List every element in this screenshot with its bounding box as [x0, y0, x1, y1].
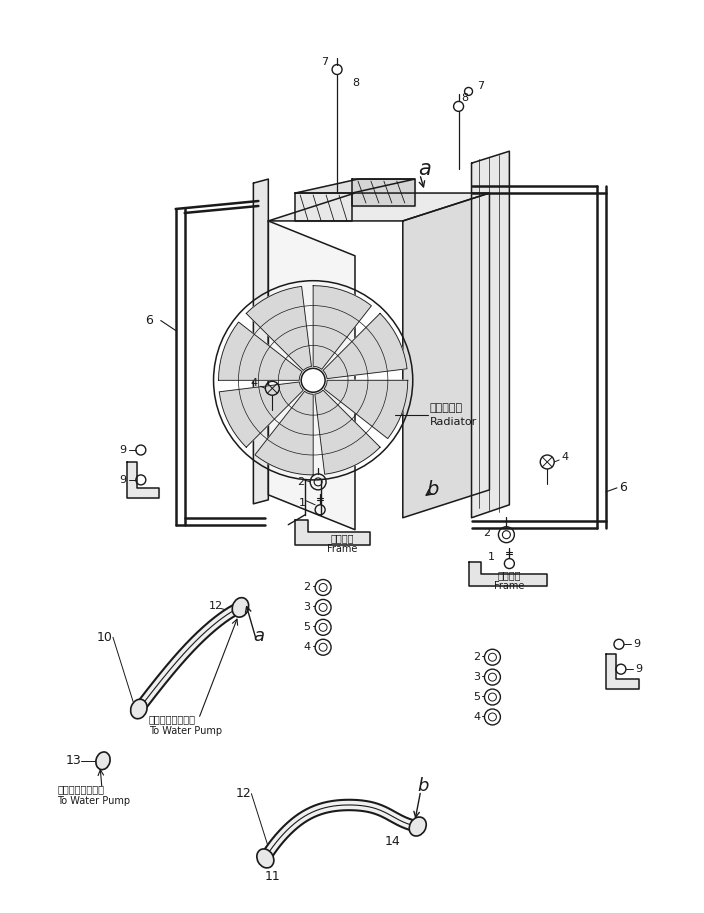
Text: 13: 13 [65, 754, 81, 767]
Text: 2: 2 [473, 652, 480, 662]
Ellipse shape [257, 849, 274, 868]
Polygon shape [313, 286, 372, 370]
Polygon shape [295, 519, 370, 545]
Text: 10: 10 [97, 631, 113, 644]
Text: ウォータポンプへ: ウォータポンプへ [149, 714, 196, 724]
Polygon shape [324, 381, 408, 438]
Polygon shape [315, 390, 380, 474]
Text: To Water Pump: To Water Pump [149, 726, 222, 736]
Text: 3: 3 [303, 603, 310, 613]
Polygon shape [127, 462, 159, 498]
Polygon shape [219, 382, 303, 447]
Text: 7: 7 [322, 57, 329, 67]
Text: 1: 1 [298, 498, 306, 508]
Text: a: a [418, 159, 431, 179]
Polygon shape [472, 152, 510, 518]
Text: 8: 8 [462, 93, 469, 103]
Polygon shape [268, 221, 355, 530]
Text: 4: 4 [303, 642, 310, 652]
Polygon shape [469, 561, 547, 586]
Text: 14: 14 [385, 835, 401, 848]
Text: 4: 4 [562, 452, 569, 462]
Text: Frame: Frame [327, 543, 357, 553]
Text: To Water Pump: To Water Pump [57, 795, 130, 805]
Polygon shape [268, 193, 489, 221]
Text: 6: 6 [619, 481, 627, 494]
Text: 9: 9 [635, 664, 643, 674]
Text: b: b [417, 777, 429, 794]
Text: 9: 9 [120, 445, 127, 455]
Text: ラジエータ: ラジエータ [429, 404, 463, 414]
Text: 3: 3 [473, 672, 480, 682]
Circle shape [301, 368, 325, 393]
Text: b: b [427, 480, 439, 499]
Ellipse shape [232, 598, 249, 617]
Text: 7: 7 [477, 81, 484, 91]
Polygon shape [218, 322, 302, 381]
Text: Radiator: Radiator [429, 417, 477, 427]
Text: 4: 4 [251, 378, 258, 388]
Text: 2: 2 [483, 528, 490, 538]
Text: 9: 9 [634, 639, 641, 649]
Polygon shape [253, 179, 268, 504]
Text: ウォータポンプへ: ウォータポンプへ [57, 783, 104, 793]
Text: 1: 1 [488, 551, 495, 561]
Polygon shape [295, 179, 415, 193]
Polygon shape [352, 179, 415, 206]
Text: 12: 12 [236, 787, 251, 800]
Polygon shape [606, 655, 639, 689]
Ellipse shape [409, 817, 426, 836]
Text: フレーム: フレーム [330, 532, 354, 542]
Text: Frame: Frame [494, 582, 524, 592]
Text: 2: 2 [296, 477, 303, 487]
Text: 2: 2 [303, 582, 310, 593]
Polygon shape [295, 193, 352, 221]
Text: 4: 4 [473, 712, 480, 722]
Ellipse shape [96, 752, 110, 770]
Polygon shape [403, 193, 489, 518]
Ellipse shape [131, 699, 147, 719]
Polygon shape [246, 287, 311, 371]
Text: a: a [253, 627, 264, 645]
Polygon shape [323, 313, 407, 379]
Polygon shape [255, 392, 313, 475]
Text: フレーム: フレーム [498, 571, 521, 581]
Text: 9: 9 [120, 475, 127, 485]
Text: 6: 6 [145, 314, 153, 327]
Text: 5: 5 [303, 623, 310, 633]
Text: 8: 8 [352, 79, 359, 89]
Text: 12: 12 [208, 602, 222, 612]
Text: 5: 5 [473, 692, 480, 702]
Text: 11: 11 [265, 870, 280, 883]
